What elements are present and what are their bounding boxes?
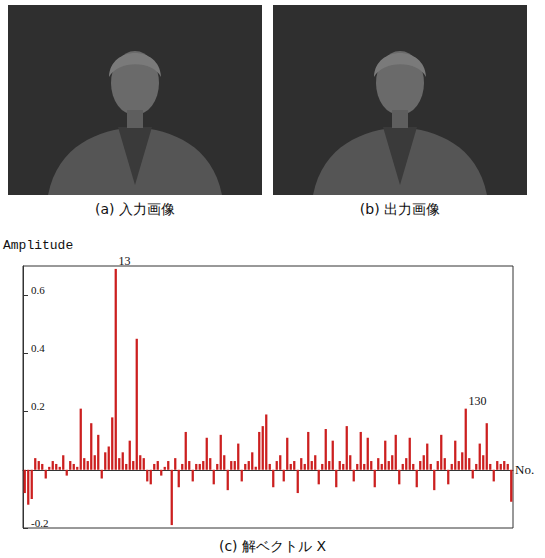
svg-text:130: 130 bbox=[469, 394, 487, 408]
svg-text:13: 13 bbox=[119, 254, 131, 268]
html-text:(b) 出力画像: (b) 出力画像 bbox=[359, 201, 441, 217]
svg-text:0.6: 0.6 bbox=[31, 284, 45, 296]
svg-text:Amplitude: Amplitude bbox=[3, 238, 73, 253]
svg-text:0.2: 0.2 bbox=[31, 400, 45, 412]
html-text:(a) 入力画像: (a) 入力画像 bbox=[95, 201, 175, 217]
svg-text:-0.2: -0.2 bbox=[31, 517, 48, 529]
svg-text:No.: No. bbox=[515, 462, 534, 477]
svg-text:0.4: 0.4 bbox=[31, 342, 45, 354]
html-text:(c) 解ベクトル X: (c) 解ベクトル X bbox=[218, 538, 327, 554]
